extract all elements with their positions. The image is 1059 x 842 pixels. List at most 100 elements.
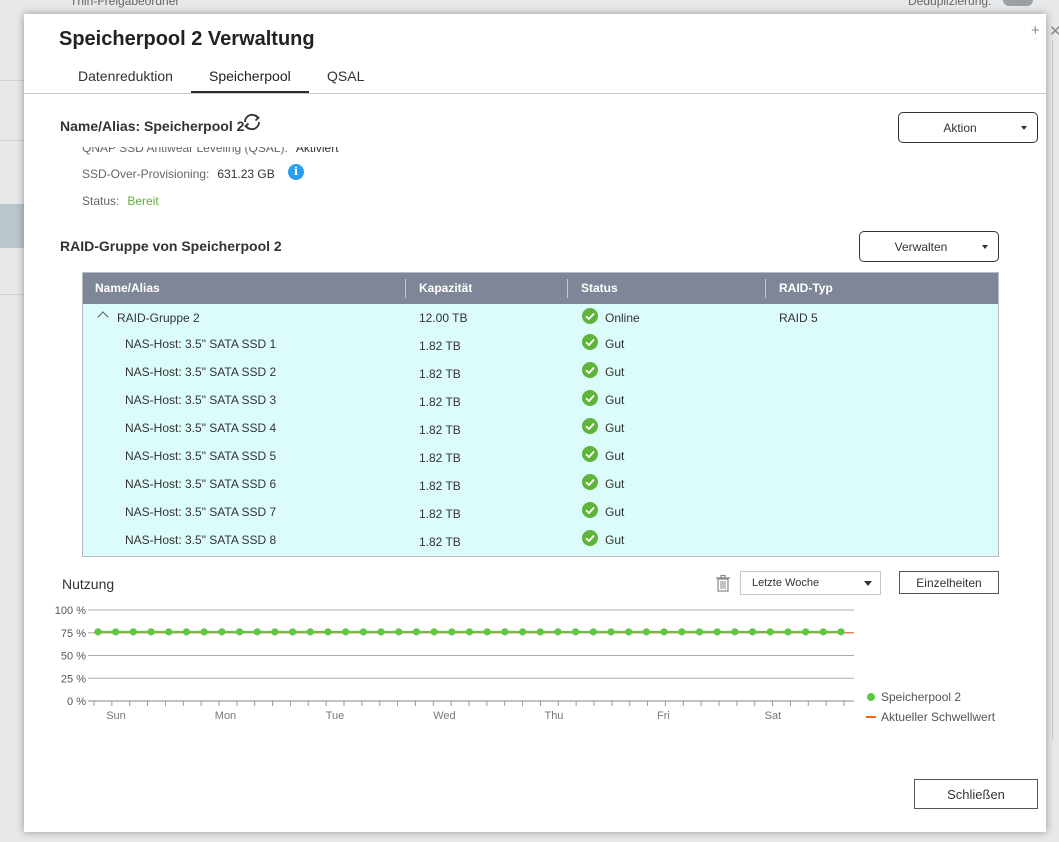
maximize-icon[interactable]: + xyxy=(1031,22,1040,39)
data-point[interactable] xyxy=(589,628,597,636)
details-button[interactable]: Einzelheiten xyxy=(899,571,999,594)
qsal-label: QNAP SSD Antiwear Leveling (QSAL): xyxy=(82,141,288,155)
data-point[interactable] xyxy=(235,628,244,636)
x-tick-label: Mon xyxy=(215,710,236,722)
data-point[interactable] xyxy=(625,628,633,636)
tab-bar: Datenreduktion Speicherpool QSAL xyxy=(24,64,1046,94)
data-point[interactable] xyxy=(766,628,774,636)
legend-threshold-label: Aktueller Schwellwert xyxy=(881,710,996,724)
disk-status: Gut xyxy=(605,477,625,491)
table-row[interactable]: NAS-Host: 3.5" SATA SSD 4 1.82 TB Gut xyxy=(83,416,998,444)
data-point[interactable] xyxy=(483,628,491,636)
data-point[interactable] xyxy=(501,628,509,636)
data-point[interactable] xyxy=(395,628,403,636)
data-point[interactable] xyxy=(288,628,297,636)
data-point[interactable] xyxy=(253,628,261,636)
y-tick-label: 50 % xyxy=(61,651,86,663)
data-point[interactable] xyxy=(518,628,527,636)
data-point[interactable] xyxy=(802,628,810,636)
trash-icon[interactable] xyxy=(714,574,732,592)
data-point[interactable] xyxy=(342,628,350,636)
data-point[interactable] xyxy=(713,628,721,636)
data-point[interactable] xyxy=(129,628,137,636)
data-point[interactable] xyxy=(430,628,438,636)
data-point[interactable] xyxy=(695,628,704,636)
usage-chart: 100 % 75 % 50 % 25 % 0 % Sun Mon Tue Wed Thu Fri Sa… xyxy=(55,605,854,722)
data-point[interactable] xyxy=(554,628,562,636)
action-button[interactable]: Aktion xyxy=(898,112,1038,143)
column-header-status[interactable]: Status xyxy=(581,281,618,295)
chevron-down-icon xyxy=(1021,125,1027,130)
column-header-raid-type[interactable]: RAID-Typ xyxy=(779,281,833,295)
data-point[interactable] xyxy=(607,628,615,636)
column-header-name[interactable]: Name/Alias xyxy=(95,281,160,295)
data-point[interactable] xyxy=(377,628,385,636)
column-header-capacity[interactable]: Kapazität xyxy=(419,281,473,295)
data-point[interactable] xyxy=(112,628,120,636)
x-tick-label: Sun xyxy=(106,710,126,722)
raid-section-title: RAID-Gruppe von Speicherpool 2 xyxy=(60,238,282,254)
close-button[interactable]: Schließen xyxy=(914,779,1038,809)
data-point[interactable] xyxy=(837,628,845,636)
bg-divider xyxy=(0,140,24,141)
raid-table: Name/Alias Kapazität Status RAID-Typ RAI… xyxy=(82,272,999,557)
data-point[interactable] xyxy=(165,628,173,636)
tab-storage-pool[interactable]: Speicherpool xyxy=(209,68,291,84)
data-point[interactable] xyxy=(660,628,668,636)
disk-status: Gut xyxy=(605,337,625,351)
x-tick-label: Tue xyxy=(326,710,345,722)
disk-name: NAS-Host: 3.5" SATA SSD 3 xyxy=(125,393,277,407)
table-row[interactable]: NAS-Host: 3.5" SATA SSD 3 1.82 TB Gut xyxy=(83,388,998,416)
status-label: Status: xyxy=(82,194,120,208)
storage-pool-dialog: Speicherpool 2 Verwaltung + ✕ Datenreduk… xyxy=(24,14,1059,832)
collapse-chevron-icon[interactable] xyxy=(97,311,109,323)
tab-qsal[interactable]: QSAL xyxy=(327,68,365,84)
check-circle-icon xyxy=(582,390,598,406)
data-point[interactable] xyxy=(748,628,757,636)
data-point[interactable] xyxy=(182,628,191,636)
time-range-select[interactable]: Letzte Woche xyxy=(740,571,881,595)
table-row[interactable]: NAS-Host: 3.5" SATA SSD 1 1.82 TB Gut xyxy=(83,332,998,360)
data-point[interactable] xyxy=(465,628,474,636)
data-point[interactable] xyxy=(359,628,367,636)
table-row[interactable]: NAS-Host: 3.5" SATA SSD 6 1.82 TB Gut xyxy=(83,472,998,500)
data-point[interactable] xyxy=(324,628,332,636)
qsal-property: QNAP SSD Antiwear Leveling (QSAL): Aktivi… xyxy=(82,141,339,155)
data-point[interactable] xyxy=(94,628,102,636)
x-tick-label: Sat xyxy=(765,710,782,722)
bg-dedup-toggle[interactable] xyxy=(1003,0,1033,6)
data-point[interactable] xyxy=(819,628,827,636)
close-icon[interactable]: ✕ xyxy=(1049,23,1059,40)
data-point[interactable] xyxy=(412,628,421,636)
data-point[interactable] xyxy=(731,628,739,636)
data-point[interactable] xyxy=(218,628,226,636)
disk-capacity: 1.82 TB xyxy=(419,423,461,437)
tab-data-reduction[interactable]: Datenreduktion xyxy=(78,68,173,84)
table-row[interactable]: NAS-Host: 3.5" SATA SSD 5 1.82 TB Gut xyxy=(83,444,998,472)
table-row[interactable]: NAS-Host: 3.5" SATA SSD 7 1.82 TB Gut xyxy=(83,500,998,528)
disk-capacity: 1.82 TB xyxy=(419,451,461,465)
data-point[interactable] xyxy=(642,628,651,636)
info-icon[interactable]: i xyxy=(288,164,304,180)
data-point[interactable] xyxy=(678,628,686,636)
data-point[interactable] xyxy=(271,628,279,636)
data-point[interactable] xyxy=(147,628,155,636)
check-circle-icon xyxy=(582,308,598,324)
table-row-raid-group[interactable]: RAID-Gruppe 2 12.00 TB Online RAID 5 xyxy=(83,305,998,333)
data-point[interactable] xyxy=(536,628,544,636)
data-point[interactable] xyxy=(200,628,208,636)
table-row[interactable]: NAS-Host: 3.5" SATA SSD 2 1.82 TB Gut xyxy=(83,360,998,388)
column-divider xyxy=(567,279,568,298)
x-tick-label: Thu xyxy=(544,710,563,722)
table-row[interactable]: NAS-Host: 3.5" SATA SSD 8 1.82 TB Gut xyxy=(83,528,998,556)
time-range-value: Letzte Woche xyxy=(752,577,820,589)
disk-capacity: 1.82 TB xyxy=(419,339,461,353)
bg-dedup-label: Deduplizierung: xyxy=(908,0,992,8)
data-point[interactable] xyxy=(572,628,580,636)
data-point[interactable] xyxy=(784,628,792,636)
data-point[interactable] xyxy=(306,628,314,636)
data-point[interactable] xyxy=(448,628,456,636)
refresh-icon[interactable] xyxy=(241,111,263,133)
manage-button[interactable]: Verwalten xyxy=(859,231,999,262)
check-circle-icon xyxy=(582,418,598,434)
